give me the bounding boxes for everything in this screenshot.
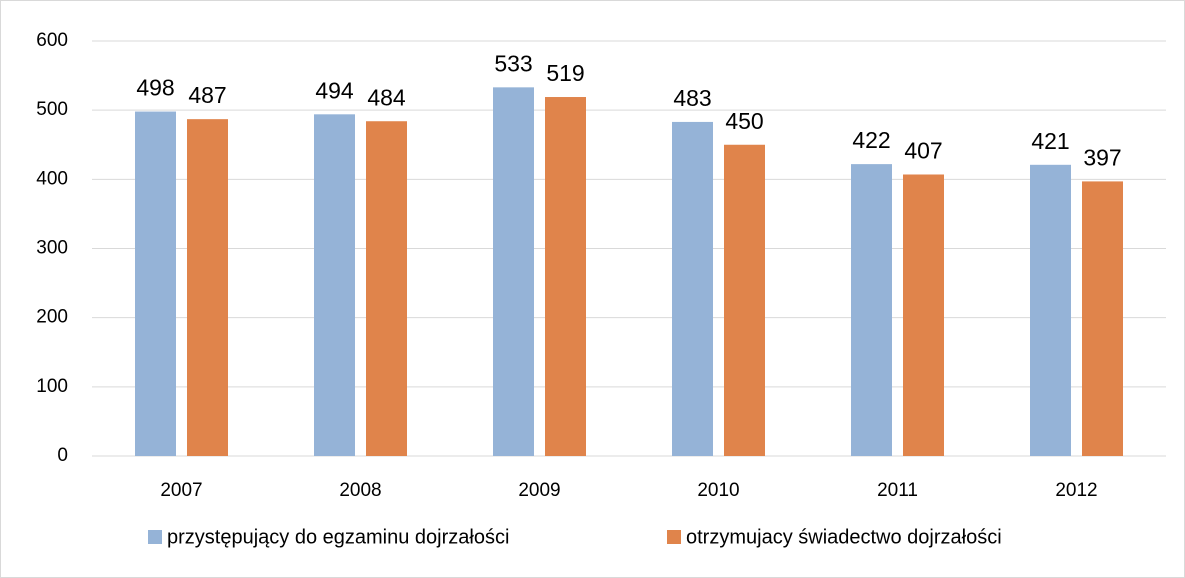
bar [672, 121, 713, 457]
bar [135, 111, 176, 457]
data-label: 397 [1083, 144, 1121, 170]
bar [724, 144, 765, 456]
data-label: 422 [852, 127, 890, 153]
data-label: 484 [367, 84, 406, 110]
legend-label: otrzymujacy świadectwo dojrzałości [686, 526, 1002, 548]
data-label: 421 [1031, 128, 1069, 154]
y-tick-label: 100 [36, 376, 68, 397]
data-label: 519 [546, 60, 584, 86]
data-label: 483 [673, 85, 711, 111]
y-tick-label: 500 [36, 99, 68, 120]
data-label: 407 [904, 138, 942, 164]
data-label: 533 [494, 50, 532, 76]
data-label: 498 [136, 75, 174, 101]
data-label: 487 [188, 82, 226, 108]
y-tick-label: 300 [36, 238, 68, 259]
x-tick-label: 2008 [339, 480, 381, 501]
bar [1030, 164, 1071, 456]
y-tick-label: 0 [57, 445, 68, 466]
data-label: 450 [725, 108, 763, 134]
bar [493, 87, 534, 456]
bar [1082, 181, 1123, 457]
y-tick-label: 200 [36, 307, 68, 328]
bar [314, 114, 355, 457]
data-label: 494 [315, 77, 354, 103]
x-tick-label: 2011 [877, 480, 918, 501]
legend-swatch [148, 530, 162, 544]
x-tick-label: 2012 [1055, 480, 1097, 501]
y-tick-label: 600 [36, 30, 68, 51]
bar [851, 164, 892, 456]
bar [366, 121, 407, 456]
legend-label: przystępujący do egzaminu dojrzałości [167, 526, 509, 548]
legend-swatch [667, 530, 681, 544]
y-tick-label: 400 [36, 168, 68, 189]
x-tick-label: 2007 [160, 480, 202, 501]
bar [903, 174, 944, 456]
bar [187, 119, 228, 457]
x-tick-label: 2009 [518, 480, 560, 501]
bar [545, 97, 586, 457]
x-tick-label: 2010 [697, 480, 739, 501]
